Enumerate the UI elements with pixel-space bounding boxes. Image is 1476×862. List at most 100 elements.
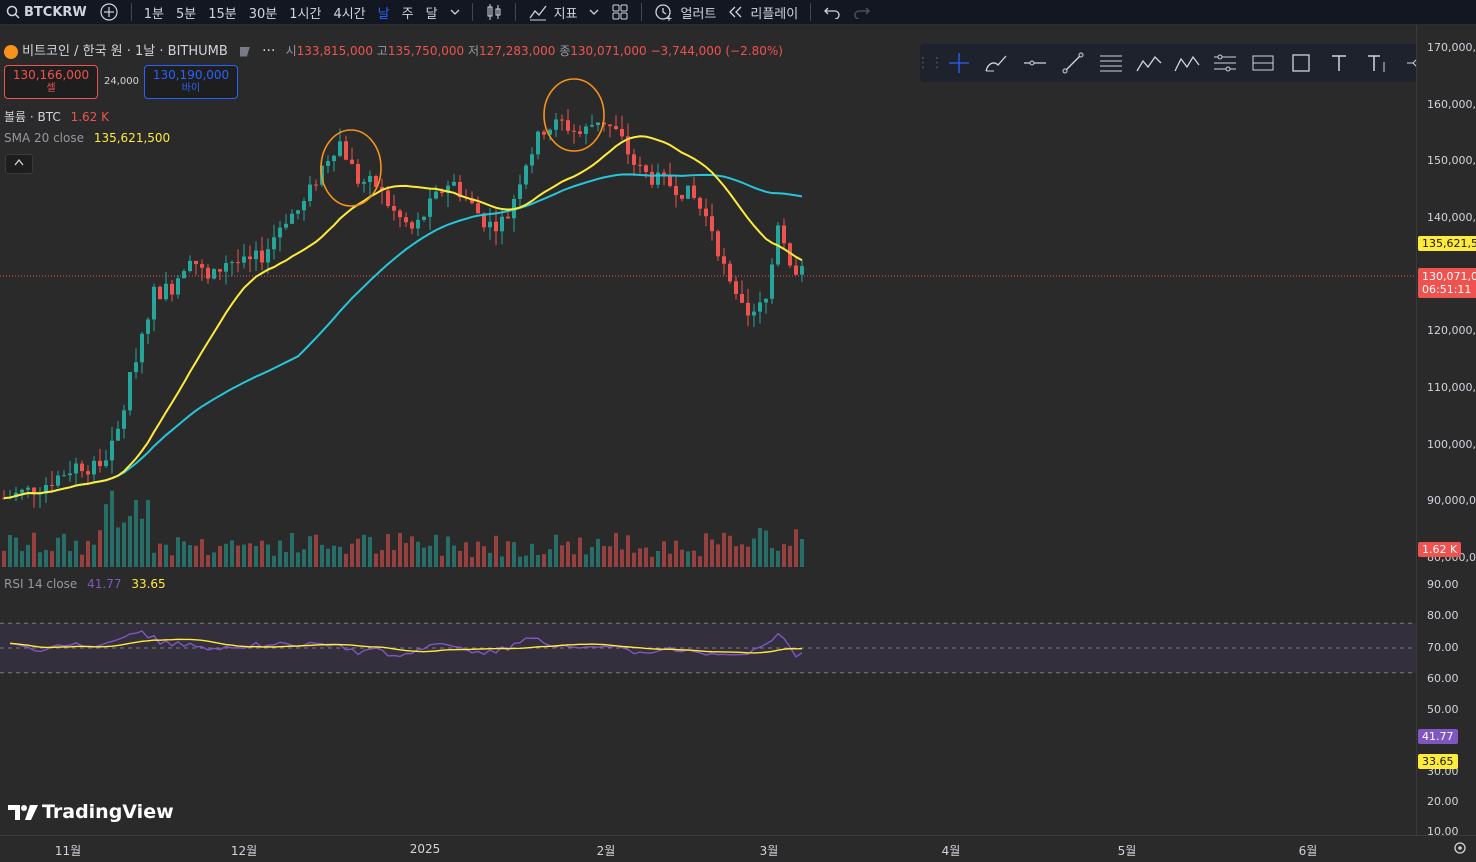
price-label: 90,000,0 [1427,494,1476,507]
collapse-legend-button[interactable] [5,154,33,174]
volume-bar [176,537,180,567]
candle-body [638,164,642,166]
interval-1M[interactable]: 달 [425,6,438,22]
interval-5m[interactable]: 5분 [175,6,197,22]
annotation-circle[interactable] [320,129,382,207]
volume-bar [326,548,330,567]
candle-body [452,181,456,186]
alert-button[interactable]: 얼러트 [648,0,722,24]
volume-bar [782,544,786,567]
candle-body [782,225,786,244]
interval-1m[interactable]: 1분 [143,6,164,22]
price-axis[interactable]: 170,000,0 160,000,0 150,000,0 140,000,0 … [1416,25,1476,838]
volume-bar [734,546,738,567]
interval-30m[interactable]: 30분 [248,6,278,22]
text-tool[interactable] [1320,44,1358,82]
rsi-label-tick: 50.00 [1427,703,1459,716]
horizontal-ray-icon [1024,60,1046,66]
volume-legend[interactable]: 볼륨 · BTC 1.62 K [4,108,109,125]
interval-1w[interactable]: 주 [401,6,414,22]
indicators-button[interactable]: 지표 [522,0,584,24]
price-chart-canvas[interactable] [0,25,1416,835]
bitcoin-logo-icon [4,44,18,59]
candle-body [734,281,738,294]
volume-bar [446,536,450,567]
candle-body [704,208,708,217]
low-value: 127,283,000 [479,44,556,58]
buy-button[interactable]: 130,190,000 바이 [144,65,238,99]
elliott-wave-tool[interactable] [1130,44,1168,82]
candle-body [278,227,282,238]
volume-bar [272,555,276,567]
chart-type-button[interactable] [479,0,509,24]
brush-tool[interactable] [978,44,1016,82]
price-label: 170,000,0 [1427,41,1476,54]
chevron-down-icon [590,9,599,15]
price-range-tool[interactable] [1244,44,1282,82]
interval-1d[interactable]: 날 [377,6,390,22]
more-dots-icon[interactable]: ··· [262,43,276,59]
volume-bar [152,552,156,567]
sma-legend[interactable]: SMA 20 close 135,621,500 [4,131,170,145]
candle-body [536,131,540,155]
replay-button[interactable]: 리플레이 [722,0,804,24]
tradingview-logo[interactable]: TradingView [8,801,174,823]
crosshair-tool[interactable] [940,44,978,82]
symbol-search-button[interactable]: BTCKRW [0,0,93,24]
candle-body [158,286,162,300]
volume-bar [344,553,348,567]
volume-bar [68,551,72,567]
interval-1h[interactable]: 1시간 [289,6,322,22]
candle-body [500,216,504,232]
sell-button[interactable]: 130,166,000 셀 [4,65,98,99]
interval-4h[interactable]: 4시간 [333,6,366,22]
text-anchor-tool[interactable] [1358,44,1396,82]
chevron-down-icon [450,9,460,15]
chart-pane[interactable] [0,25,1416,835]
compare-button[interactable] [93,0,125,24]
candle-body [284,223,288,228]
horizontal-ray-tool[interactable] [1016,44,1054,82]
volume-bar [428,545,432,567]
replay-label: 리플레이 [750,6,799,22]
symbol-title[interactable]: 비트코인 / 한국 원 · 1날 · BITHUMB [22,44,228,59]
rsi-line [9,630,803,658]
range-tool[interactable] [1206,44,1244,82]
layout-button[interactable] [605,0,635,24]
abcd-pattern-tool[interactable] [1168,44,1206,82]
candle-body [140,333,144,363]
candle-body [218,269,222,272]
time-axis[interactable]: 11월 12월 2025 2월 3월 4월 5월 6월 [0,835,1476,862]
trend-line-tool[interactable] [1054,44,1092,82]
candle-body [380,186,384,191]
candle-body [368,175,372,182]
volume-value: 1.62 K [70,110,109,124]
volume-bar [602,545,606,567]
volume-bar [50,551,54,567]
candle-body [296,210,300,214]
open-value: 133,815,000 [296,44,373,58]
bar-countdown: 06:51:11 [1422,283,1472,296]
candle-body [470,198,474,204]
interval-15m[interactable]: 15분 [208,6,237,22]
candle-body [224,263,228,272]
interval-dropdown-button[interactable] [444,0,466,24]
indicator-templates-dropdown[interactable] [583,0,605,24]
candle-body [554,119,558,130]
volume-bar [728,535,732,567]
rsi-legend[interactable]: RSI 14 close 41.77 33.65 [4,577,166,591]
candle-body [176,278,180,295]
redo-button[interactable] [847,0,877,24]
rectangle-tool[interactable] [1282,44,1320,82]
settings-icon[interactable] [1452,840,1468,860]
flag-icon[interactable] [239,46,250,57]
candle-body [344,141,348,160]
candle-body [326,161,330,166]
drag-handle-icon[interactable]: ⋮⋮ [916,55,944,71]
volume-bar [296,552,300,567]
high-label: 고 [376,44,388,58]
tradingview-logo-icon [8,805,38,820]
undo-button[interactable] [817,0,847,24]
annotation-circle[interactable] [543,78,605,152]
parallel-channel-tool[interactable] [1092,44,1130,82]
